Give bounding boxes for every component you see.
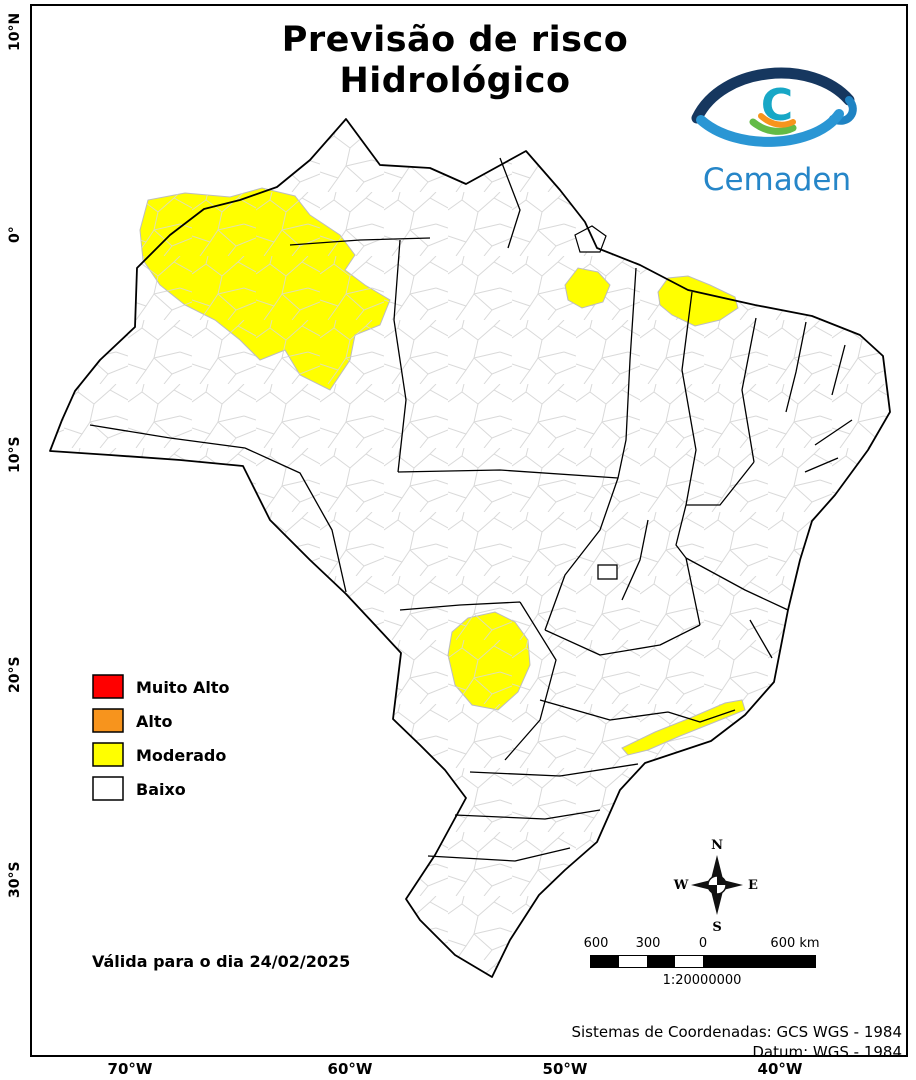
legend-item-baixo: Baixo — [92, 772, 230, 806]
title-line-1: Previsão de risco — [281, 20, 629, 60]
legend-item-alto: Alto — [92, 704, 230, 738]
legend-label-moderado: Moderado — [136, 745, 227, 765]
title-line-2: Hidrológico — [339, 61, 571, 102]
scale-segment — [647, 956, 675, 967]
compass-w-label: W — [673, 878, 689, 893]
scale-bar-segments — [590, 955, 816, 968]
alto-swatch-icon — [92, 708, 124, 733]
scale-tick-300: 300 — [635, 936, 661, 951]
scale-segment — [703, 956, 815, 967]
validity-date: Válida para o dia 24/02/2025 — [92, 952, 351, 971]
moderado-swatch-icon — [92, 742, 124, 767]
distrito-federal-outline — [597, 564, 618, 580]
lat-label-20s: 20°S — [7, 656, 23, 694]
coordinate-system-note: Sistemas de Coordenadas: GCS WGS - 1984 … — [571, 1022, 902, 1063]
map-frame — [30, 4, 908, 1057]
lon-label-40w: 40°W — [757, 1060, 803, 1078]
marajo-island — [574, 225, 607, 253]
scale-segment — [675, 956, 703, 967]
compass-n-label: N — [711, 838, 723, 853]
lon-label-70w: 70°W — [107, 1060, 153, 1078]
legend-label-baixo: Baixo — [136, 779, 186, 799]
scale-segment — [619, 956, 647, 967]
legend-label-muito-alto: Muito Alto — [136, 677, 230, 697]
lat-label-30s: 30°S — [7, 861, 23, 899]
legend-item-moderado: Moderado — [92, 738, 230, 772]
legend-item-muito-alto: Muito Alto — [92, 670, 230, 704]
svg-text:C: C — [761, 80, 793, 131]
scale-tick-600-left: 600 — [583, 936, 609, 951]
moderado-municipal-overlay — [140, 188, 530, 710]
muito-alto-swatch-icon — [92, 674, 124, 699]
datum-line: Datum: WGS - 1984 — [752, 1043, 902, 1062]
compass-s-label: S — [712, 920, 721, 935]
cemaden-wordmark: Cemaden — [703, 162, 851, 198]
scale-tick-600-km: 600 km — [770, 936, 820, 951]
state-boundaries — [89, 157, 853, 862]
page-title: Previsão de risco Hidrológico — [170, 20, 740, 103]
lon-label-50w: 50°W — [542, 1060, 588, 1078]
crs-line: Sistemas de Coordenadas: GCS WGS - 1984 — [571, 1023, 902, 1041]
legend-label-alto: Alto — [136, 711, 173, 731]
scale-segment — [591, 956, 619, 967]
scale-bar: 600 300 0 600 km 1:20000000 — [584, 936, 820, 992]
compass-rose-icon: N S W E — [673, 838, 758, 935]
scale-ratio: 1:20000000 — [662, 973, 742, 988]
scale-tick-0: 0 — [698, 936, 708, 951]
lat-label-10n: 10°N — [7, 12, 23, 52]
lat-label-10s: 10°S — [7, 436, 23, 474]
risk-legend: Muito Alto Alto Moderado Baixo — [92, 670, 230, 806]
brazil-outline — [49, 118, 891, 978]
lat-label-0: 0° — [7, 226, 23, 244]
baixo-swatch-icon — [92, 776, 124, 801]
cemaden-logo: C Cemaden — [672, 48, 882, 198]
lon-label-60w: 60°W — [327, 1060, 373, 1078]
cemaden-eye-icon: C Cemaden — [691, 67, 857, 198]
compass-e-label: E — [748, 878, 758, 893]
